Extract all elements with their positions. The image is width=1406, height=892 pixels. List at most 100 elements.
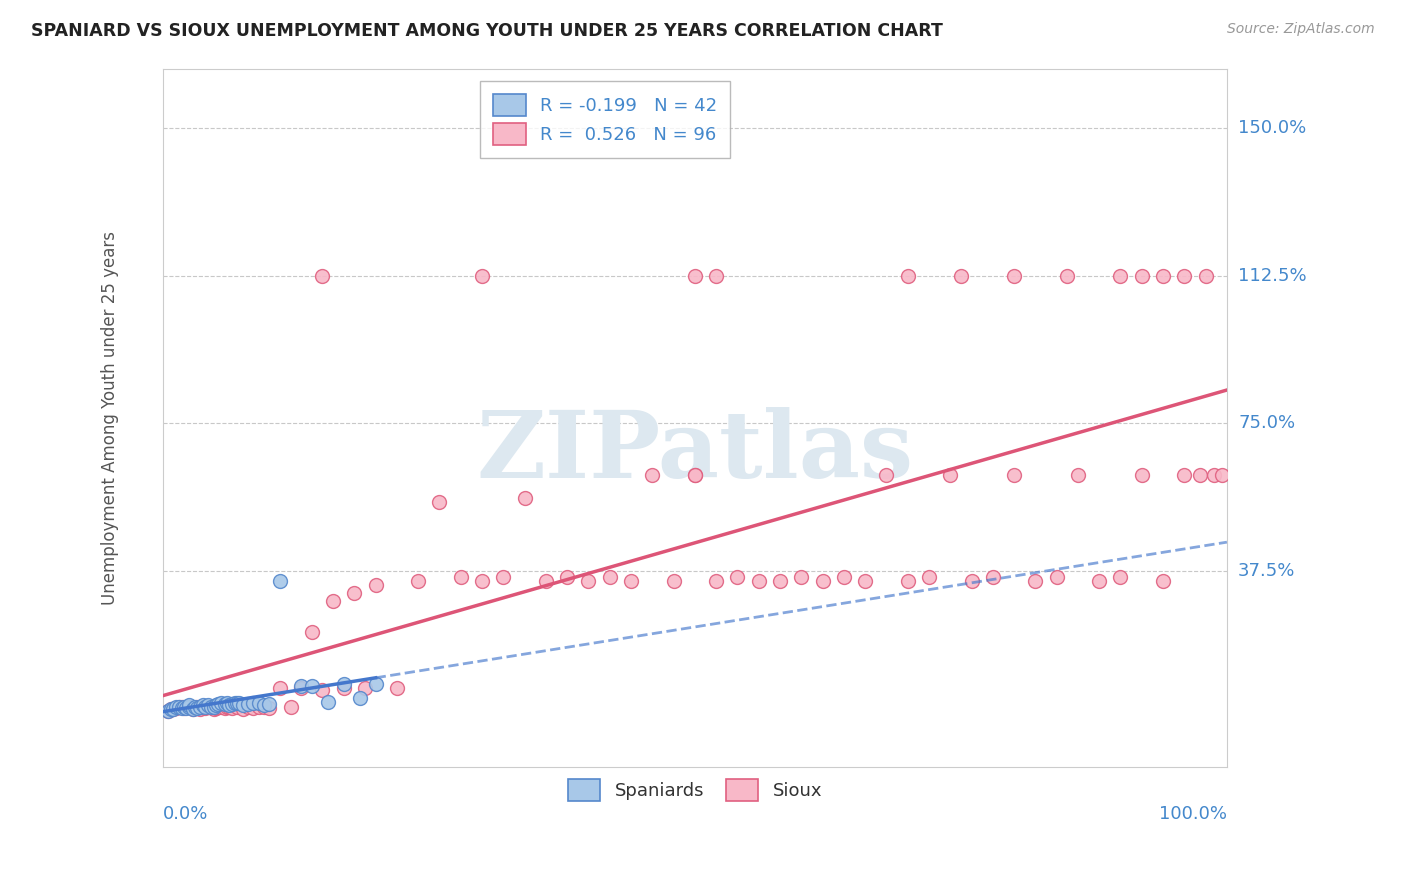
Point	[1130, 268, 1153, 283]
Text: Source: ZipAtlas.com: Source: ZipAtlas.com	[1227, 22, 1375, 37]
Point	[228, 697, 250, 711]
Point	[197, 698, 219, 713]
Point	[179, 700, 201, 714]
Point	[853, 574, 876, 589]
Point	[832, 570, 855, 584]
Point	[186, 700, 208, 714]
Text: ZIPatlas: ZIPatlas	[477, 408, 914, 498]
Point	[179, 700, 201, 714]
Point	[162, 702, 184, 716]
Point	[429, 495, 451, 509]
Point	[349, 690, 371, 705]
Point	[179, 698, 201, 713]
Point	[811, 574, 834, 589]
Point	[1067, 467, 1090, 482]
Point	[253, 699, 276, 714]
Point	[165, 701, 187, 715]
Point	[1130, 467, 1153, 482]
Point	[897, 268, 920, 283]
Point	[471, 268, 494, 283]
Point	[209, 699, 232, 714]
Point	[221, 701, 243, 715]
Point	[209, 697, 232, 711]
Point	[242, 701, 264, 715]
Point	[257, 701, 280, 715]
Point	[160, 702, 183, 716]
Point	[513, 491, 536, 506]
Point	[214, 698, 236, 712]
Point	[186, 701, 208, 715]
Point	[641, 467, 664, 482]
Point	[226, 700, 249, 714]
Point	[165, 700, 187, 714]
Point	[949, 268, 972, 283]
Point	[364, 677, 387, 691]
Point	[1002, 467, 1025, 482]
Text: SPANIARD VS SIOUX UNEMPLOYMENT AMONG YOUTH UNDER 25 YEARS CORRELATION CHART: SPANIARD VS SIOUX UNEMPLOYMENT AMONG YOU…	[31, 22, 943, 40]
Point	[981, 570, 1004, 584]
Point	[918, 570, 941, 584]
Point	[167, 700, 190, 714]
Point	[173, 699, 195, 714]
Legend: Spaniards, Sioux: Spaniards, Sioux	[558, 770, 831, 810]
Point	[1152, 268, 1174, 283]
Point	[200, 699, 222, 714]
Point	[157, 704, 180, 718]
Point	[578, 574, 600, 589]
Text: 75.0%: 75.0%	[1239, 415, 1295, 433]
Point	[1002, 268, 1025, 283]
Point	[311, 682, 333, 697]
Point	[790, 570, 813, 584]
Point	[290, 679, 312, 693]
Point	[662, 574, 685, 589]
Point	[748, 574, 770, 589]
Point	[215, 700, 238, 714]
Point	[226, 696, 249, 710]
Point	[1194, 268, 1216, 283]
Point	[322, 594, 344, 608]
Point	[253, 698, 276, 713]
Point	[181, 702, 204, 716]
Point	[1189, 467, 1212, 482]
Point	[1173, 268, 1195, 283]
Point	[236, 699, 259, 714]
Point	[364, 578, 387, 592]
Point	[301, 625, 323, 640]
Point	[704, 268, 727, 283]
Point	[184, 701, 207, 715]
Point	[492, 570, 515, 584]
Point	[960, 574, 983, 589]
Point	[939, 467, 962, 482]
Point	[406, 574, 429, 589]
Point	[620, 574, 643, 589]
Point	[193, 699, 215, 714]
Point	[247, 700, 270, 714]
Point	[1152, 574, 1174, 589]
Point	[471, 574, 494, 589]
Point	[311, 268, 333, 283]
Point	[193, 698, 215, 713]
Point	[897, 574, 920, 589]
Text: 37.5%: 37.5%	[1239, 562, 1295, 581]
Point	[301, 679, 323, 693]
Point	[683, 268, 706, 283]
Point	[269, 681, 291, 695]
Point	[257, 698, 280, 712]
Point	[769, 574, 792, 589]
Point	[247, 696, 270, 710]
Point	[534, 574, 557, 589]
Text: 150.0%: 150.0%	[1239, 119, 1306, 136]
Point	[725, 570, 748, 584]
Point	[704, 574, 727, 589]
Point	[207, 700, 229, 714]
Text: Unemployment Among Youth under 25 years: Unemployment Among Youth under 25 years	[101, 230, 118, 605]
Point	[202, 700, 225, 714]
Point	[332, 677, 354, 691]
Point	[205, 698, 228, 713]
Point	[269, 574, 291, 589]
Point	[290, 681, 312, 695]
Point	[200, 699, 222, 714]
Point	[1109, 570, 1132, 584]
Point	[170, 701, 193, 715]
Point	[1204, 467, 1226, 482]
